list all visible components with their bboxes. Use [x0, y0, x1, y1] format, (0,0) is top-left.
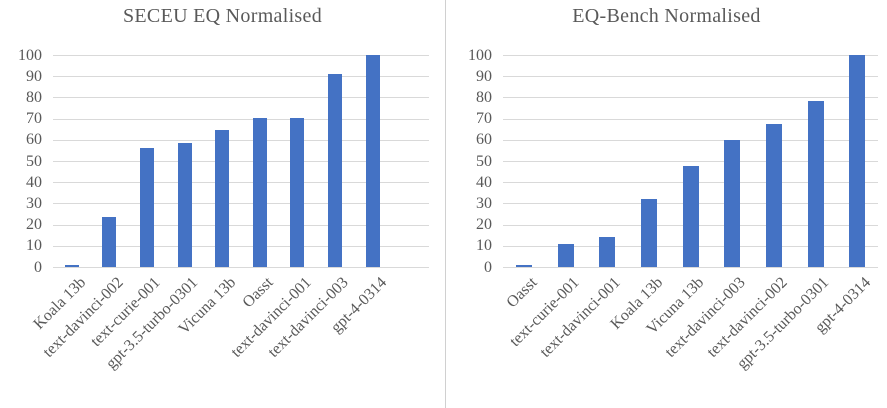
y-axis-tick-label: 0: [34, 258, 42, 276]
bar: [328, 74, 342, 267]
chart-title: SECEU EQ Normalised: [122, 5, 322, 27]
y-axis-tick-label: 80: [26, 88, 42, 106]
bar: [140, 148, 154, 267]
bar: [557, 243, 574, 267]
gridline: [503, 267, 878, 268]
bar: [290, 117, 305, 267]
gridline: [503, 55, 878, 56]
gridline: [503, 76, 878, 78]
y-axis-tick-label: 40: [476, 173, 492, 191]
gridline: [53, 161, 429, 162]
gridline: [53, 76, 429, 78]
bar: [599, 237, 616, 267]
bar: [215, 130, 230, 267]
chart-title: EQ-Bench Normalised: [572, 5, 761, 27]
gridline: [53, 55, 429, 56]
y-axis-tick-label: 10: [476, 237, 492, 255]
gridline: [503, 118, 878, 120]
gridline: [53, 118, 429, 120]
gridline: [53, 224, 429, 226]
bar: [682, 166, 699, 267]
bar: [515, 265, 532, 267]
plot-area: 0 10 20 30 40 50 60 70 80 90 100 Oasst text-curie-00…: [446, 0, 887, 408]
bar: [252, 117, 267, 267]
y-axis-tick-label: 40: [26, 173, 42, 191]
y-axis-tick-label: 100: [468, 46, 492, 64]
y-axis-tick-label: 20: [26, 216, 42, 234]
y-axis-tick-label: 0: [484, 258, 492, 276]
y-axis-tick-label: 50: [476, 152, 492, 170]
gridline: [53, 245, 429, 247]
gridline: [53, 267, 429, 268]
bar: [365, 55, 380, 267]
bar: [765, 123, 782, 267]
chart-seceu-eq: SECEU EQ Normalised 0 10 20 30 40 50 60 70 80 90 1…: [18, 5, 429, 372]
category-label: Oasst: [503, 274, 541, 312]
y-axis-tick-label: 80: [476, 88, 492, 106]
y-axis-tick-label: 20: [476, 216, 492, 234]
y-axis-tick-label: 70: [26, 110, 42, 128]
panel-divider: [445, 0, 446, 408]
gridline: [503, 139, 878, 141]
bar: [724, 139, 741, 267]
gridline: [503, 97, 878, 99]
chart-eq-bench: EQ-Bench Normalised 0 10 20 30 40 50 60 70 80 90 1…: [446, 0, 887, 408]
bar: [177, 143, 192, 267]
y-axis-tick-label: 100: [18, 46, 42, 64]
y-axis-tick-label: 50: [26, 152, 42, 170]
y-axis-tick-label: 30: [476, 194, 492, 212]
y-axis-tick-label: 60: [476, 131, 492, 149]
bar: [849, 55, 866, 267]
y-axis-tick-label: 70: [476, 110, 492, 128]
y-axis-tick-label: 90: [476, 67, 492, 85]
y-axis-tick-label: 60: [26, 131, 42, 149]
bar: [807, 100, 824, 267]
gridline: [503, 161, 878, 162]
y-axis-tick-label: 90: [26, 67, 42, 85]
y-axis-tick-label: 30: [26, 194, 42, 212]
y-axis-tick-label: 10: [26, 237, 42, 255]
gridline: [53, 139, 429, 141]
bar: [640, 199, 657, 267]
gridline: [53, 97, 429, 99]
bar: [102, 217, 117, 267]
gridline: [53, 182, 429, 184]
gridline: [53, 203, 429, 205]
plot-area: 0 10 20 30 40 50 60 70 80 90 100 Koala 13b text-davi…: [18, 46, 429, 372]
bar: [64, 265, 79, 267]
